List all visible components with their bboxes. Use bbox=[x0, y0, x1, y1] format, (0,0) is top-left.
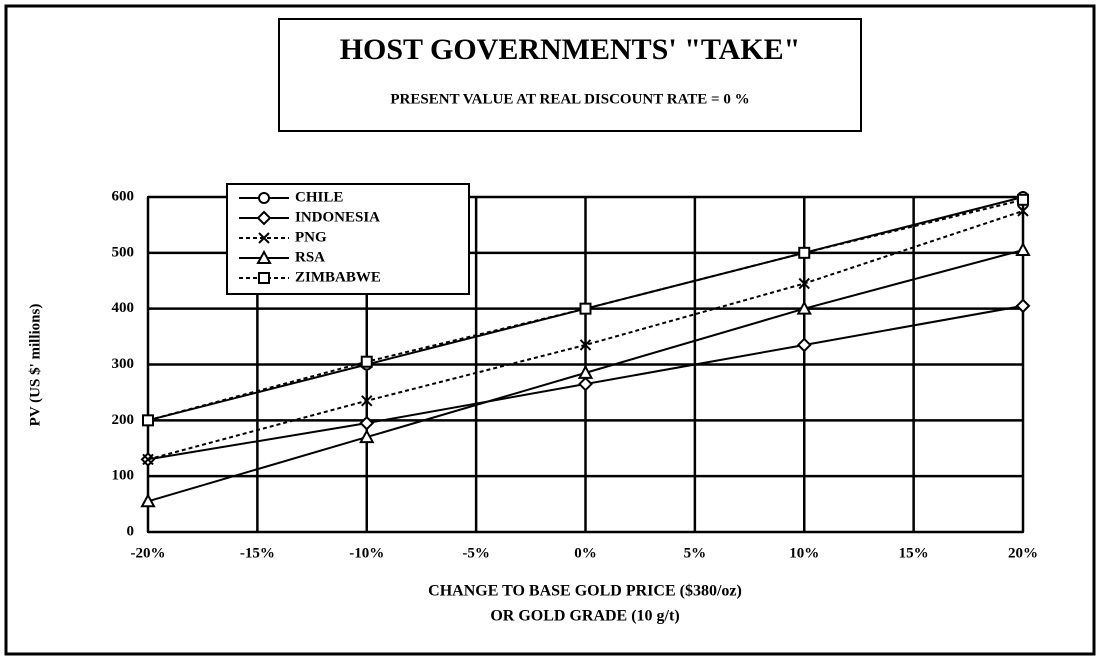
marker bbox=[359, 428, 375, 444]
x-tick-label: 20% bbox=[1008, 545, 1038, 561]
legend-label: RSA bbox=[295, 249, 325, 265]
marker bbox=[142, 414, 154, 427]
y-tick-label: 300 bbox=[112, 356, 135, 372]
y-tick-label: 200 bbox=[112, 412, 135, 428]
y-tick-label: 0 bbox=[127, 523, 135, 539]
y-tick-label: 100 bbox=[112, 468, 135, 484]
x-tick-label: 5% bbox=[684, 545, 707, 561]
marker bbox=[577, 364, 594, 379]
marker bbox=[142, 453, 154, 466]
legend-label: INDONESIA bbox=[295, 209, 380, 225]
marker bbox=[798, 277, 810, 290]
legend-marker bbox=[256, 249, 272, 264]
title-box bbox=[278, 18, 862, 132]
x-axis-label: OR GOLD GRADE (10 g/t) bbox=[490, 608, 679, 625]
legend-label: CHILE bbox=[295, 189, 343, 205]
legend-marker bbox=[258, 232, 270, 244]
x-tick-label: -5% bbox=[462, 545, 490, 561]
marker bbox=[359, 415, 375, 431]
outer-frame bbox=[4, 4, 1096, 656]
x-tick-label: -20% bbox=[131, 545, 166, 561]
series-line bbox=[147, 210, 1024, 461]
y-axis-label: PV (US $' millions) bbox=[27, 304, 43, 427]
marker bbox=[579, 302, 592, 315]
legend-marker bbox=[256, 210, 272, 226]
y-tick-label: 500 bbox=[112, 244, 135, 260]
legend-label: PNG bbox=[295, 229, 327, 245]
marker bbox=[361, 395, 373, 407]
marker bbox=[579, 339, 592, 351]
marker bbox=[798, 246, 811, 259]
x-tick-label: -10% bbox=[349, 545, 384, 561]
marker bbox=[1015, 298, 1031, 314]
marker bbox=[1015, 241, 1031, 257]
marker bbox=[796, 337, 812, 353]
x-tick-label: 10% bbox=[789, 545, 819, 561]
marker bbox=[360, 355, 373, 368]
marker bbox=[1017, 205, 1029, 217]
chart-subtitle: PRESENT VALUE AT REAL DISCOUNT RATE = 0 … bbox=[390, 91, 749, 107]
chart-title: HOST GOVERNMENTS' "TAKE" bbox=[340, 33, 801, 66]
marker bbox=[578, 376, 593, 392]
x-axis-label: CHANGE TO BASE GOLD PRICE ($380/oz) bbox=[428, 583, 742, 600]
marker bbox=[140, 493, 156, 508]
legend-label: ZIMBABWE bbox=[295, 269, 381, 285]
marker bbox=[796, 300, 812, 315]
y-tick-label: 600 bbox=[112, 188, 135, 204]
x-tick-label: -15% bbox=[240, 545, 275, 561]
legend-marker bbox=[258, 272, 270, 284]
y-tick-label: 400 bbox=[112, 300, 135, 316]
x-tick-label: 15% bbox=[899, 545, 929, 561]
x-tick-label: 0% bbox=[574, 545, 597, 561]
marker bbox=[1017, 193, 1029, 206]
legend-marker bbox=[258, 192, 270, 204]
